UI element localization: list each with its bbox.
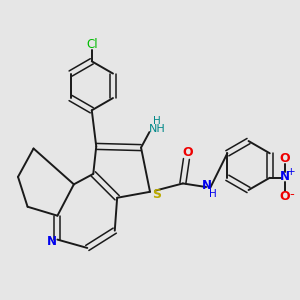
Text: S: S — [152, 188, 161, 201]
Text: O: O — [182, 146, 193, 160]
Text: -: - — [290, 188, 294, 201]
Text: +: + — [287, 167, 296, 177]
Text: H: H — [153, 116, 161, 126]
Text: N: N — [202, 179, 212, 192]
Text: H: H — [209, 190, 217, 200]
Text: N: N — [280, 170, 290, 183]
Text: O: O — [279, 190, 290, 203]
Text: N: N — [47, 235, 57, 248]
Text: O: O — [279, 152, 290, 165]
Text: Cl: Cl — [86, 38, 98, 51]
Text: NH: NH — [149, 124, 166, 134]
